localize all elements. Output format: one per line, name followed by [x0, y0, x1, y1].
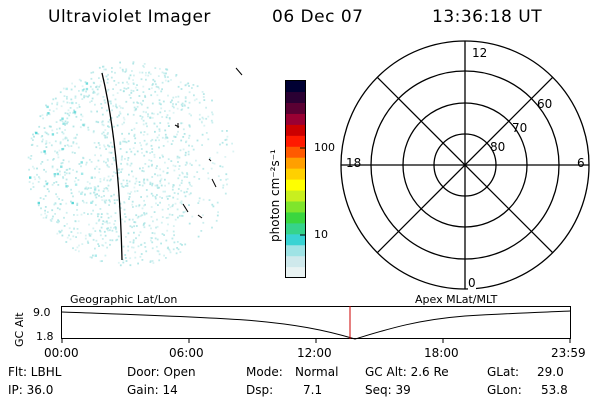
observation-time: 13:36:18 UT — [432, 7, 543, 27]
timeline-left-caption: Geographic Lat/Lon — [70, 293, 178, 306]
colorbar-cell — [285, 124, 306, 136]
timeline-x-tick-1200: 12:00 — [297, 346, 332, 360]
timeline-x-tick-0600: 06:00 — [169, 346, 204, 360]
colorbar-cell — [285, 80, 306, 93]
colorbar-cell — [285, 168, 306, 180]
data-artifact-mark — [235, 67, 243, 76]
mode-value: Normal — [295, 365, 339, 379]
colorbar-cell — [285, 244, 306, 257]
door-info: Door: Open — [127, 365, 196, 379]
dsp-label: Dsp: — [246, 383, 274, 397]
colorbar-cell — [285, 200, 306, 213]
gain-info: Gain: 14 — [127, 383, 178, 397]
colorbar-cell — [285, 266, 306, 279]
timeline-right-caption: Apex MLat/MLT — [415, 293, 498, 306]
colorbar-cell — [285, 179, 306, 191]
filter-info: Flt: LBHL — [8, 365, 62, 379]
colorbar-cell — [285, 135, 306, 147]
glon-label: GLon: — [487, 383, 522, 397]
colorbar-cell — [285, 222, 306, 235]
colorbar-cell — [285, 113, 306, 125]
colorbar-cell — [285, 157, 306, 169]
timeline-y-axis-label: GC Alt — [13, 312, 26, 347]
mlt-label-0: 0 — [468, 276, 476, 290]
timeline-x-tick-0000: 00:00 — [44, 346, 79, 360]
mlat-label-70: 70 — [512, 121, 528, 135]
mode-label: Mode: — [246, 365, 283, 379]
colorbar-cell — [285, 146, 306, 158]
polar-diagonal — [376, 76, 554, 254]
timeline-x-tick-1800: 18:00 — [424, 346, 459, 360]
timeline-y-tick-low: 1.8 — [36, 330, 54, 343]
colorbar-cell — [285, 211, 306, 224]
uv-emission-speckles — [27, 61, 235, 267]
colorbar-cell — [285, 91, 306, 103]
glon-value: 53.8 — [541, 383, 568, 397]
colorbar-tick-10: 10 — [314, 228, 328, 241]
timeline-y-tick-high: 9.0 — [33, 306, 51, 319]
data-artifact-mark — [197, 214, 203, 219]
altitude-timeline — [61, 306, 571, 343]
glat-label: GLat: — [487, 365, 520, 379]
ip-info: IP: 36.0 — [8, 383, 54, 397]
mlt-label-12: 12 — [472, 46, 488, 60]
timeline-x-tick-2359: 23:59 — [551, 346, 586, 360]
polar-mlt-grid — [340, 40, 590, 290]
data-artifact-mark — [208, 158, 212, 162]
mlt-label-6: 6 — [577, 156, 585, 170]
mlat-label-80: 80 — [490, 140, 506, 154]
colorbar-cell — [285, 102, 306, 114]
colorbar-cell — [285, 233, 306, 246]
uv-image-disk — [27, 61, 243, 267]
dsp-value: 7.1 — [303, 383, 323, 397]
mlt-label-18: 18 — [346, 156, 362, 170]
terminator-line — [101, 72, 123, 261]
mlat-label-60: 60 — [537, 97, 553, 111]
instrument-title: Ultraviolet Imager — [48, 7, 211, 27]
data-artifact-mark — [182, 203, 189, 213]
observation-date: 06 Dec 07 — [272, 7, 364, 27]
colorbar-tick-100: 100 — [314, 141, 335, 154]
altitude-curve — [61, 310, 571, 340]
colorbar-unit-label: photon cm⁻²s⁻¹ — [268, 149, 282, 242]
colorbar-cell — [285, 255, 306, 268]
colorbar-cell — [285, 189, 306, 202]
glat-value: 29.0 — [537, 365, 564, 379]
seq-info: Seq: 39 — [365, 383, 411, 397]
data-artifact-mark — [211, 178, 217, 188]
gc-alt-info: GC Alt: 2.6 Re — [365, 365, 449, 379]
intensity-colorbar — [285, 80, 306, 279]
